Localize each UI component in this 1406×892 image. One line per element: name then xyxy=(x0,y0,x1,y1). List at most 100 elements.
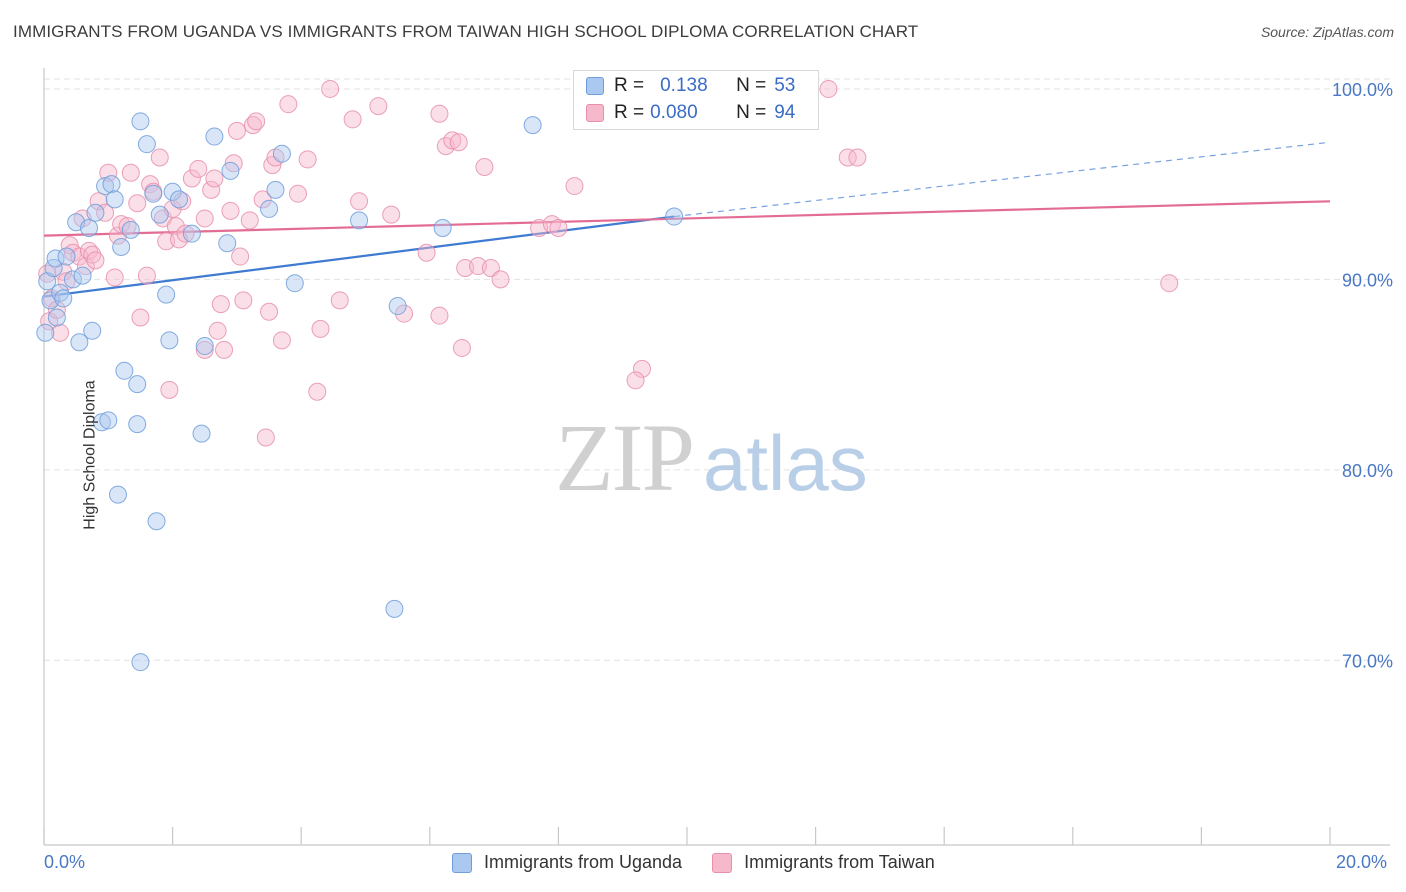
y-tick-labels: 70.0% 80.0% 90.0% 100.0% xyxy=(1332,80,1393,671)
gridlines xyxy=(44,78,1390,661)
uganda-point xyxy=(272,144,291,163)
taiwan-point xyxy=(311,319,330,338)
taiwan-point xyxy=(112,215,131,234)
taiwan-point xyxy=(166,217,185,236)
taiwan-point xyxy=(208,321,227,340)
uganda-point xyxy=(218,234,237,253)
uganda-point xyxy=(205,127,224,146)
taiwan-point xyxy=(819,79,838,98)
axes xyxy=(43,68,1390,846)
uganda-swatch xyxy=(586,77,604,95)
taiwan-point xyxy=(395,304,414,323)
uganda-point xyxy=(80,218,99,237)
uganda-point xyxy=(266,180,285,199)
uganda-trend-line xyxy=(43,215,675,298)
uganda-point xyxy=(195,337,214,356)
uganda-point xyxy=(92,413,111,432)
uganda-point xyxy=(115,361,134,380)
y-tick-label: 90.0% xyxy=(1342,270,1393,290)
uganda-point xyxy=(182,224,201,243)
taiwan-point xyxy=(195,209,214,228)
taiwan-point xyxy=(382,205,401,224)
taiwan-point xyxy=(160,380,179,399)
uganda-point xyxy=(147,512,166,531)
uganda-point xyxy=(160,331,179,350)
taiwan-point xyxy=(475,158,494,177)
uganda-point xyxy=(433,218,452,237)
taiwan-point xyxy=(308,382,327,401)
uganda-r-value: 0.138 xyxy=(660,75,708,96)
watermark: ZIP atlas xyxy=(555,402,868,513)
y-axis-label: High School Diploma xyxy=(81,380,99,530)
taiwan-swatch xyxy=(586,104,604,122)
uganda-point xyxy=(388,297,407,316)
taiwan-point xyxy=(176,224,195,243)
taiwan-point xyxy=(443,131,462,150)
taiwan-point xyxy=(86,251,105,270)
y-tick-label: 70.0% xyxy=(1342,651,1393,671)
taiwan-point xyxy=(260,302,279,321)
uganda-point xyxy=(350,211,369,230)
uganda-point xyxy=(131,112,150,131)
taiwan-point xyxy=(838,148,857,167)
uganda-trend-extension xyxy=(674,141,1331,218)
uganda-point xyxy=(523,116,542,135)
legend-row-taiwan: R = 0.080 N = 94 xyxy=(586,101,795,125)
uganda-point xyxy=(260,199,279,218)
uganda-point xyxy=(157,285,176,304)
taiwan-point xyxy=(128,194,147,213)
legend-r-label: R = xyxy=(614,102,645,123)
uganda-point xyxy=(47,308,66,327)
taiwan-point xyxy=(298,150,317,169)
legend-n-label: N = xyxy=(736,75,767,96)
taiwan-point xyxy=(205,169,224,188)
taiwan-point xyxy=(330,291,349,310)
taiwan-point xyxy=(99,163,118,182)
taiwan-point xyxy=(240,211,259,230)
uganda-point xyxy=(46,249,65,268)
taiwan-point xyxy=(417,243,436,262)
uganda-point xyxy=(121,220,140,239)
uganda-point xyxy=(102,175,121,194)
taiwan-point xyxy=(182,169,201,188)
taiwan-n-value: 94 xyxy=(774,102,796,123)
taiwan-point xyxy=(89,192,108,211)
uganda-point xyxy=(73,266,92,285)
uganda-point xyxy=(83,321,102,340)
taiwan-point xyxy=(189,159,208,178)
taiwan-point xyxy=(279,95,298,114)
source-label: Source: ZipAtlas.com xyxy=(1260,24,1394,40)
taiwan-point xyxy=(105,268,124,287)
uganda-point xyxy=(54,289,73,308)
taiwan-point xyxy=(96,203,115,222)
taiwan-point xyxy=(202,180,221,199)
uganda-point xyxy=(96,177,115,196)
taiwan-point xyxy=(452,338,471,357)
taiwan-point xyxy=(195,340,214,359)
uganda-point xyxy=(128,375,147,394)
uganda-legend-swatch xyxy=(452,852,472,873)
taiwan-point xyxy=(54,262,73,281)
chart-title: IMMIGRANTS FROM UGANDA VS IMMIGRANTS FRO… xyxy=(13,22,919,41)
taiwan-point xyxy=(137,266,156,285)
uganda-point xyxy=(57,247,76,266)
uganda-point xyxy=(105,190,124,209)
uganda-point xyxy=(137,135,156,154)
taiwan-point xyxy=(430,306,449,325)
taiwan-point xyxy=(549,218,568,237)
uganda-point xyxy=(108,485,127,504)
taiwan-point xyxy=(57,272,76,291)
watermark-atlas: atlas xyxy=(703,419,868,507)
taiwan-trend-line xyxy=(43,200,1331,237)
taiwan-point xyxy=(247,112,266,131)
uganda-point xyxy=(63,270,82,289)
uganda-point xyxy=(170,190,189,209)
x-tick-label-max: 20.0% xyxy=(1336,852,1388,872)
taiwan-point xyxy=(51,323,70,342)
taiwan-point xyxy=(150,148,169,167)
taiwan-legend-swatch xyxy=(712,852,733,873)
taiwan-point xyxy=(288,184,307,203)
taiwan-point xyxy=(173,192,192,211)
uganda-point xyxy=(86,203,105,222)
taiwan-point xyxy=(211,295,230,314)
